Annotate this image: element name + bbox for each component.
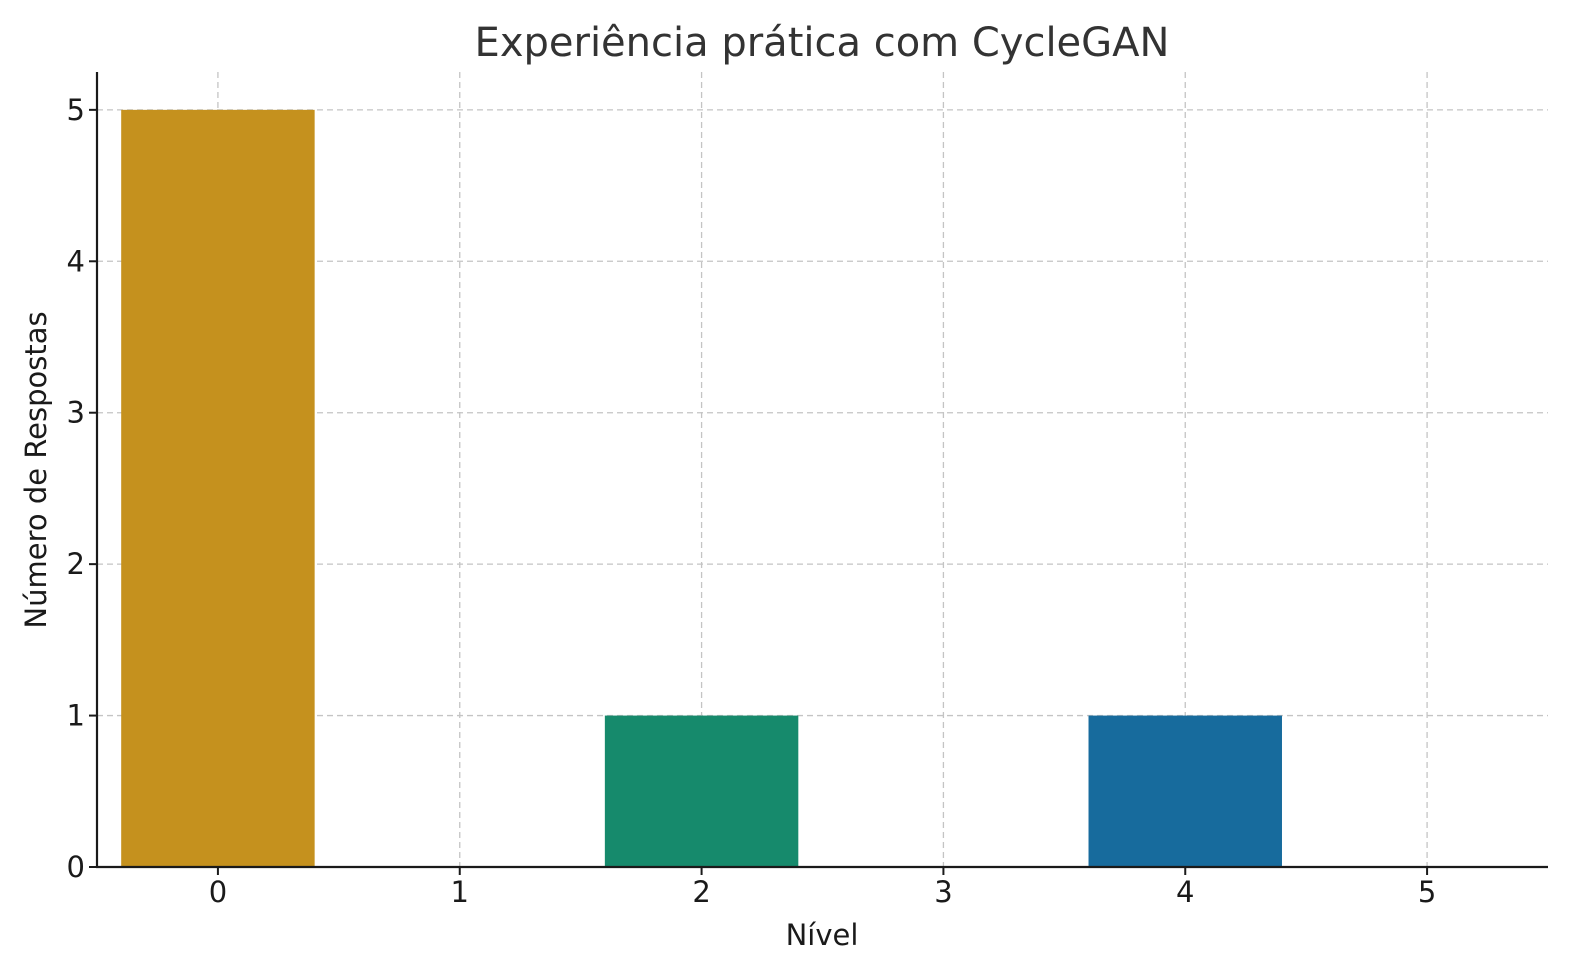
y-axis-title: Número de Respostas — [19, 311, 53, 628]
y-tick-label: 2 — [67, 547, 85, 581]
x-tick-label: 3 — [934, 875, 952, 909]
x-tick-label: 2 — [692, 875, 710, 909]
y-tick-label: 3 — [67, 396, 85, 430]
bar-2 — [604, 715, 799, 867]
axes — [95, 72, 1548, 869]
bars — [121, 109, 1282, 868]
x-axis-title: Nível — [786, 918, 859, 952]
chart-title: Experiência prática com CycleGAN — [475, 20, 1170, 66]
x-tick-label: 4 — [1176, 875, 1194, 909]
ticks: 0 1 2 3 4 5 0 1 2 3 4 5 — [67, 93, 1437, 909]
y-tick-label: 1 — [67, 699, 85, 733]
y-tick-label: 5 — [67, 93, 85, 127]
x-tick-label: 1 — [451, 875, 469, 909]
bar-4 — [1088, 715, 1282, 867]
x-tick-label: 5 — [1418, 875, 1436, 909]
y-tick-label: 4 — [67, 244, 85, 278]
y-tick-label: 0 — [67, 850, 85, 884]
bar-0 — [121, 109, 315, 868]
x-tick-label: 0 — [209, 875, 227, 909]
